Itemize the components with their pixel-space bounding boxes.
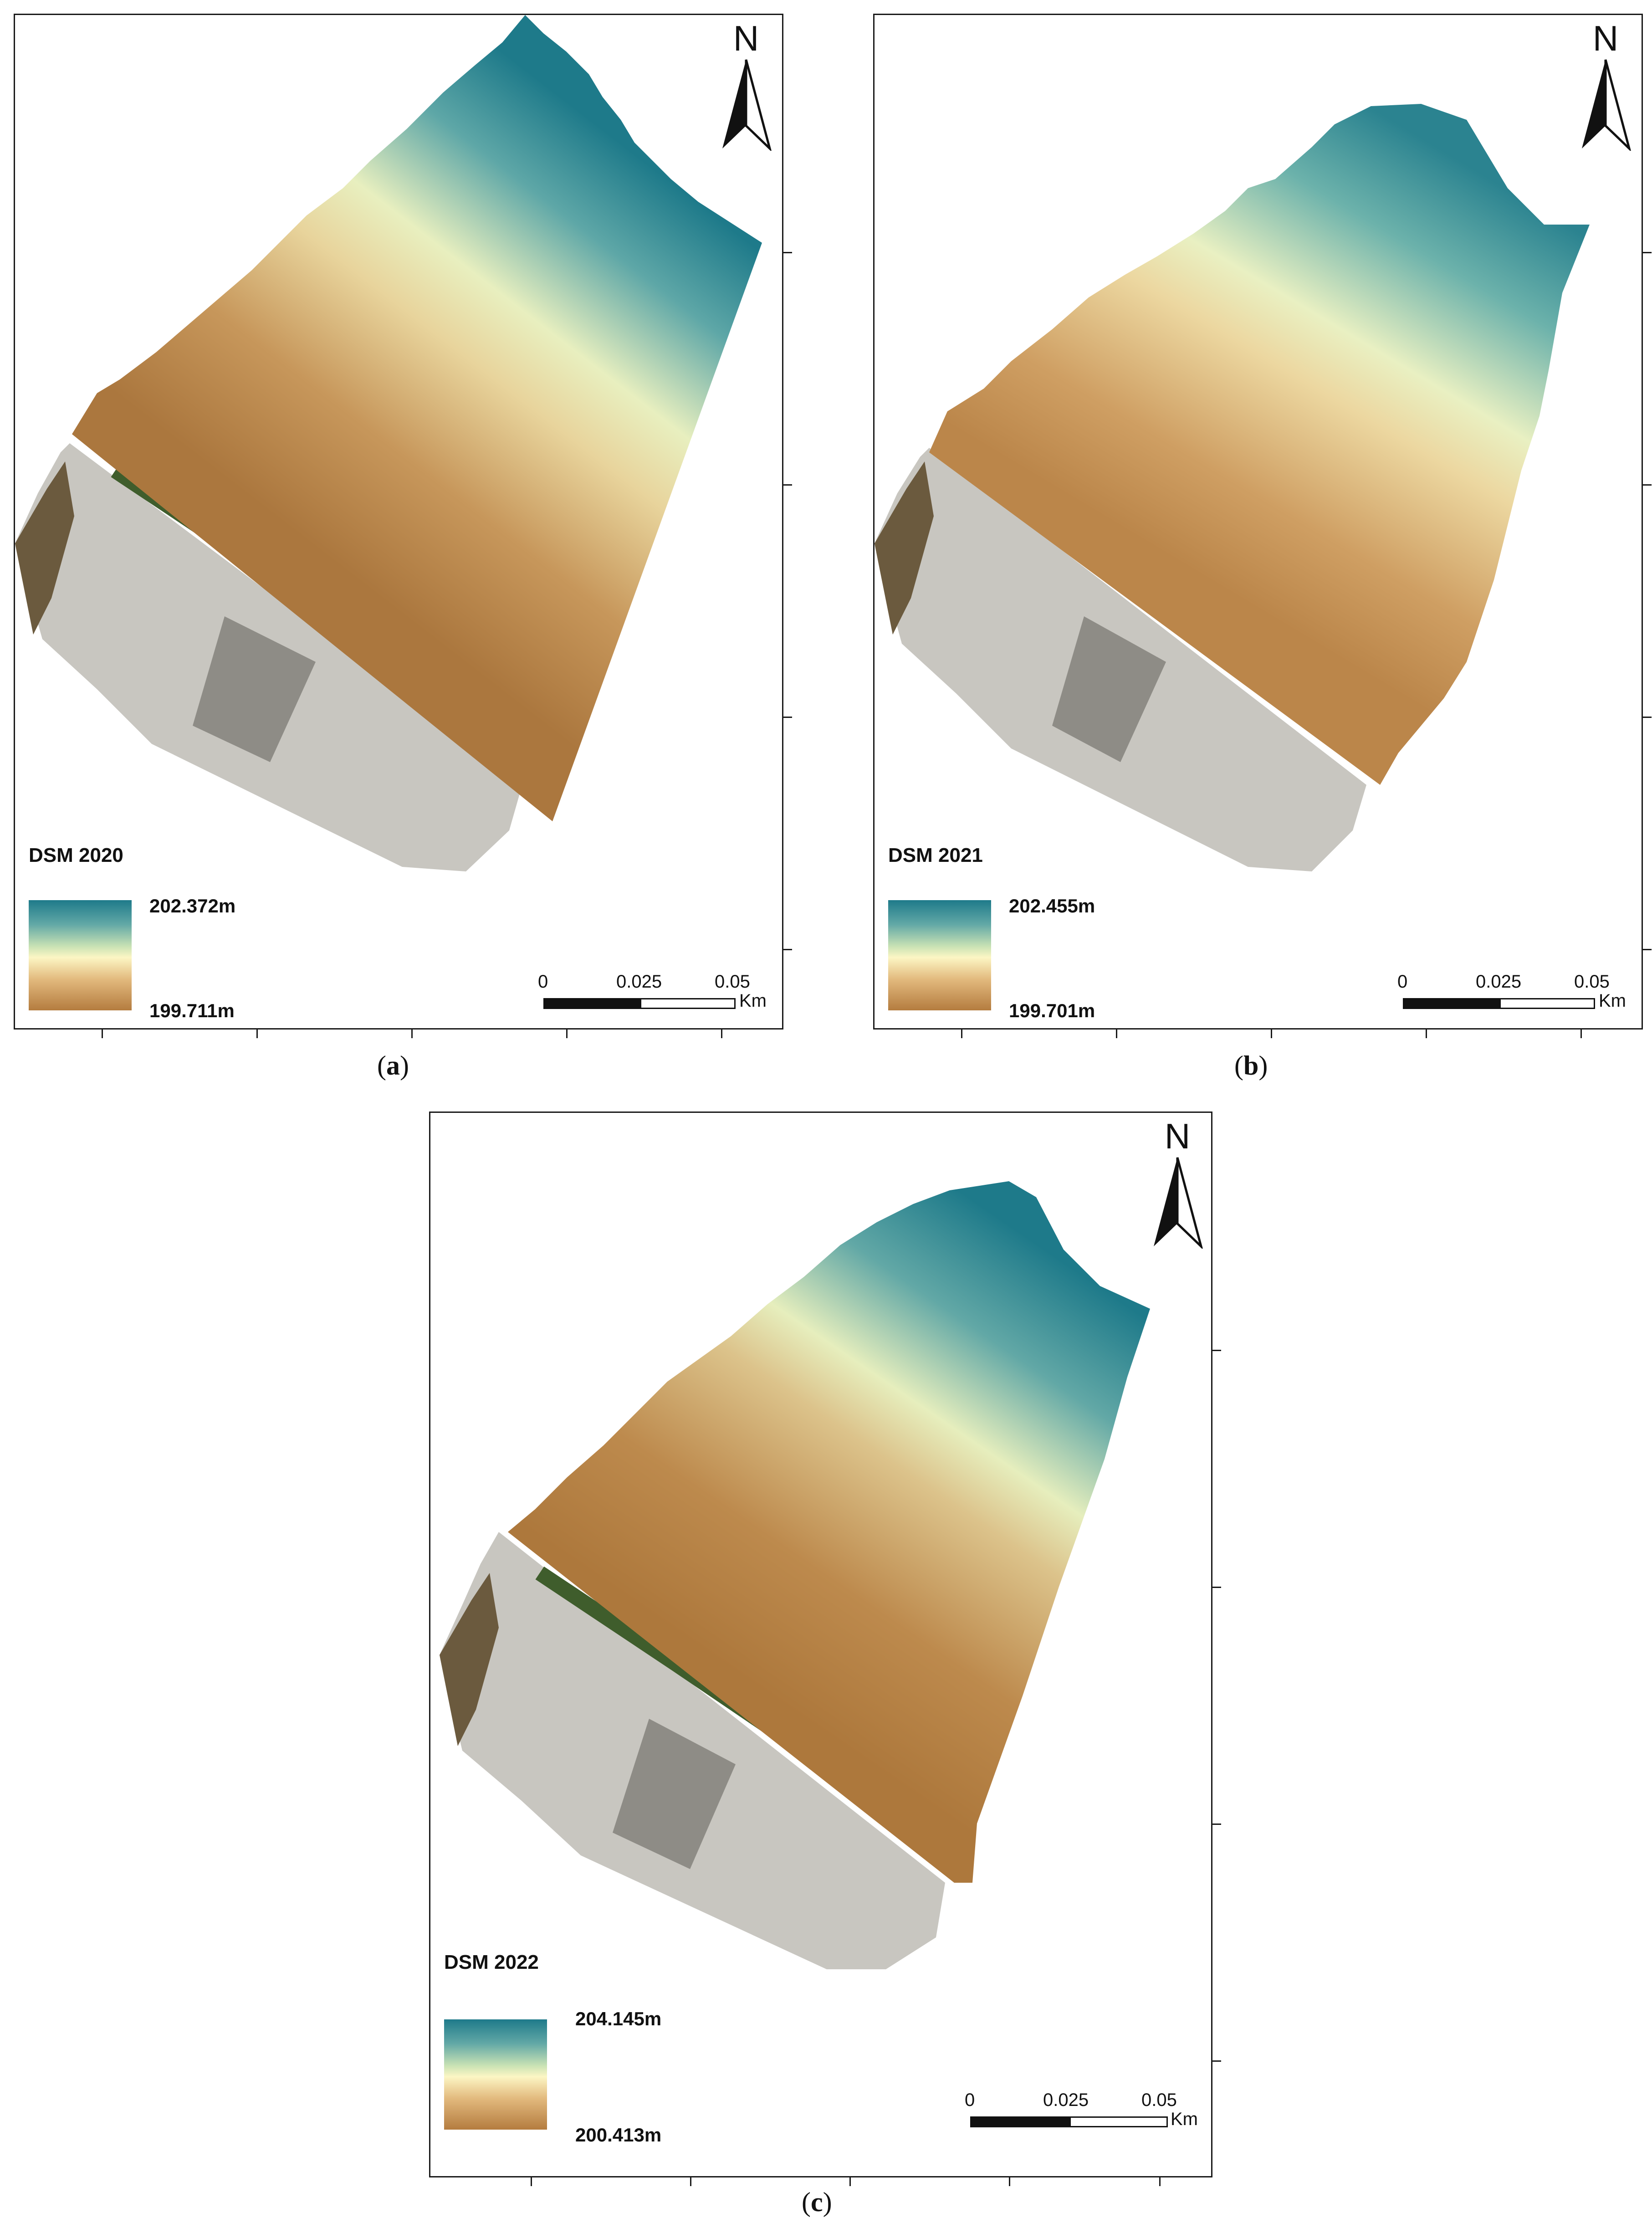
tick-b-b1: [961, 1028, 962, 1038]
river-edge-c: [440, 1573, 499, 1746]
tick-a-r4: [782, 949, 792, 950]
scale-segment-filled: [543, 998, 640, 1009]
concrete-structure-a: [193, 616, 316, 762]
scale-label-end: 0.05: [1574, 972, 1610, 992]
map-frame-b: N DSM 2021 202.455m 199.701m 0 0.025 0.0…: [873, 14, 1652, 1038]
dsm-map-b: [875, 104, 1590, 871]
dsm-surface-b: [929, 104, 1590, 785]
legend-title: DSM 2021: [888, 844, 983, 866]
elevation-color-ramp: [444, 2019, 547, 2130]
tick-c-r3: [1211, 1824, 1221, 1825]
dsm-surface-c: [508, 1181, 1150, 1883]
scale-label-mid: 0.025: [1043, 2090, 1089, 2110]
tick-b-r2: [1642, 484, 1652, 486]
tick-a-b3: [411, 1028, 413, 1038]
tick-b-r3: [1642, 717, 1652, 718]
scale-label-zero: 0: [538, 972, 548, 992]
tick-c-b2: [690, 2176, 691, 2186]
tick-c-b5: [1159, 2176, 1161, 2186]
north-arrow-icon: N: [1578, 18, 1633, 153]
tick-a-r1: [782, 252, 792, 253]
legend-title: DSM 2022: [444, 1951, 539, 1973]
legend-min-label: 200.413m: [575, 2124, 662, 2146]
tick-c-r2: [1211, 1587, 1221, 1588]
scale-label-mid: 0.025: [616, 972, 662, 992]
scale-unit: Km: [1599, 991, 1626, 1011]
legend-title: DSM 2020: [29, 844, 123, 866]
scale-segment-filled: [1403, 998, 1499, 1009]
dsm-map-c: [440, 1181, 1150, 1969]
tick-a-r2: [782, 484, 792, 486]
scale-segment-filled: [970, 2116, 1069, 2127]
north-arrow-icon: N: [1150, 1116, 1205, 1251]
scale-unit: Km: [1171, 2109, 1198, 2129]
scale-segment-open: [1499, 998, 1595, 1009]
elevation-color-ramp: [29, 900, 132, 1010]
river-edge-b: [875, 461, 934, 635]
tick-a-r3: [782, 717, 792, 718]
scale-segment-open: [640, 998, 736, 1009]
caption-c: (c): [802, 2187, 832, 2217]
north-label: N: [1593, 19, 1618, 58]
tick-c-r1: [1211, 1350, 1221, 1351]
legend-max-label: 202.372m: [149, 895, 236, 917]
concrete-structure-c: [613, 1719, 736, 1869]
dsm-map-a: [15, 15, 762, 871]
river-edge-a: [15, 461, 74, 635]
tick-b-r1: [1642, 252, 1652, 253]
tick-b-b3: [1271, 1028, 1272, 1038]
dsm-surface-a: [72, 15, 762, 821]
tick-a-b1: [102, 1028, 103, 1038]
tick-a-b4: [566, 1028, 568, 1038]
legend-min-label: 199.711m: [149, 1000, 235, 1021]
tick-c-b1: [531, 2176, 532, 2186]
map-frame-a: N DSM 2020 202.372m 199.711m 0 0.025 0.0…: [14, 14, 792, 1038]
tick-b-b2: [1116, 1028, 1117, 1038]
scale-label-zero: 0: [965, 2090, 975, 2110]
elevation-color-ramp: [888, 900, 991, 1010]
north-arrow-icon: N: [719, 18, 773, 153]
caption-a: (a): [377, 1050, 409, 1081]
legend-min-label: 199.701m: [1009, 1000, 1095, 1021]
legend-max-label: 202.455m: [1009, 895, 1095, 917]
scale-label-end: 0.05: [715, 972, 750, 992]
tick-a-b2: [256, 1028, 258, 1038]
scale-label-end: 0.05: [1141, 2090, 1177, 2110]
scale-label-mid: 0.025: [1476, 972, 1522, 992]
tick-a-b5: [721, 1028, 722, 1038]
tick-b-r4: [1642, 949, 1652, 950]
caption-b: (b): [1234, 1050, 1268, 1081]
tick-c-b4: [1009, 2176, 1010, 2186]
tick-b-b5: [1580, 1028, 1582, 1038]
tick-b-b4: [1426, 1028, 1427, 1038]
scale-segment-open: [1069, 2116, 1168, 2127]
map-frame-c: N DSM 2022 204.145m 200.413m 0 0.025 0.0…: [429, 1112, 1221, 2186]
tick-c-b3: [849, 2176, 851, 2186]
north-label: N: [1165, 1117, 1190, 1156]
north-label: N: [733, 19, 759, 58]
scale-unit: Km: [739, 991, 767, 1011]
concrete-structure-b: [1052, 616, 1166, 762]
scale-label-zero: 0: [1397, 972, 1408, 992]
tick-c-r4: [1211, 2060, 1221, 2062]
legend-max-label: 204.145m: [575, 2008, 662, 2029]
